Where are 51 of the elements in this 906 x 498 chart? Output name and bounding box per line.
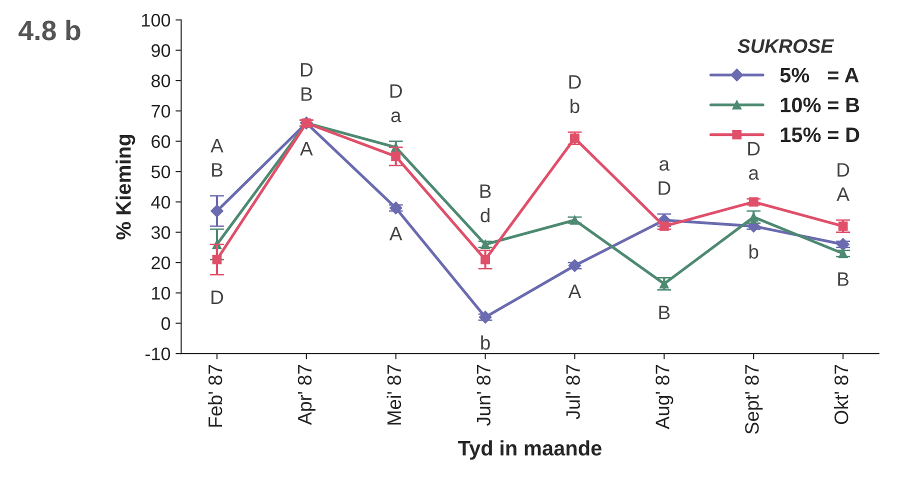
annotation: A xyxy=(210,138,224,152)
y-tick-label: 50 xyxy=(151,166,170,178)
annotation: D xyxy=(838,163,850,177)
x-tick-label: Sept' 87 xyxy=(745,364,763,434)
y-axis-title: % Kieming xyxy=(116,134,136,240)
y-tick-label: 30 xyxy=(151,226,170,239)
chart-title: 4.8 b xyxy=(18,20,80,40)
y-tick-label: 20 xyxy=(152,256,170,270)
x-tick-label: Apr' 87 xyxy=(298,364,316,425)
y-tick-label: 80 xyxy=(151,74,170,88)
legend-label: 5% = A xyxy=(780,68,859,83)
y-tick-label: -10 xyxy=(145,348,170,360)
y-tick-label: 100 xyxy=(142,14,170,27)
annotation: B xyxy=(302,87,312,101)
annotation: b xyxy=(481,335,490,350)
x-axis-title: Tyd in maande xyxy=(458,440,602,460)
legend-label: 10% = B xyxy=(780,98,860,112)
annotation: D xyxy=(300,63,313,77)
annotation: a xyxy=(660,160,670,171)
annotation: B xyxy=(212,163,222,177)
x-tick-label: Jun' 87 xyxy=(476,364,491,426)
annotation: d xyxy=(480,208,490,222)
annotation: D xyxy=(569,75,581,89)
y-tick-label: 0 xyxy=(161,317,170,330)
y-tick-label: 90 xyxy=(152,44,170,57)
annotation: A xyxy=(568,284,582,298)
annotation: B xyxy=(838,272,849,286)
y-tick-label: 60 xyxy=(152,135,170,148)
x-tick-label: Okt' 87 xyxy=(834,364,848,424)
annotation: A xyxy=(389,226,402,240)
annotation: A xyxy=(836,188,850,201)
annotation: b xyxy=(570,98,580,114)
annotation: A xyxy=(300,142,313,156)
annotation: D xyxy=(748,142,760,156)
x-tick-label: Feb' 87 xyxy=(208,364,222,427)
annotation: D xyxy=(390,84,402,98)
annotation: b xyxy=(749,244,758,259)
annotation: D xyxy=(212,290,224,304)
annotation: B xyxy=(659,306,670,320)
y-tick-label: 10 xyxy=(152,286,170,300)
x-tick-label: Jul' 87 xyxy=(566,364,580,420)
x-tick-label: Mei' 87 xyxy=(386,364,402,424)
annotation: a xyxy=(749,169,760,180)
y-tick-label: 70 xyxy=(152,104,170,118)
x-tick-label: Aug' 87 xyxy=(656,364,674,430)
y-tick-label: 40 xyxy=(151,196,170,209)
annotation: D xyxy=(658,181,670,195)
annotation: B xyxy=(480,184,491,198)
legend-title: SUKROSE xyxy=(738,39,834,53)
annotation: a xyxy=(391,112,402,122)
legend-label: 15% = D xyxy=(780,127,860,142)
